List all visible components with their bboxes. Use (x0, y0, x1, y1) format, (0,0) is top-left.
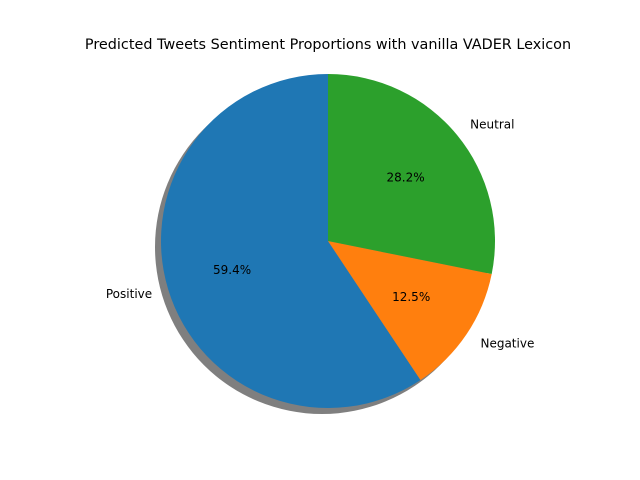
slice-label-negative: Negative (480, 336, 534, 350)
slice-label-neutral: Neutral (470, 118, 514, 132)
pie-slice-neutral (328, 74, 495, 275)
percent-label-positive: 59.4% (213, 263, 251, 277)
pie-slices (161, 74, 495, 408)
chart-title: Predicted Tweets Sentiment Proportions w… (85, 37, 571, 53)
percent-label-negative: 12.5% (392, 290, 430, 304)
slice-label-positive: Positive (106, 287, 152, 301)
pie-labels: Positive 59.4% Negative 12.5% Neutral 28.2% (106, 118, 534, 351)
pie-slice-positive (161, 74, 421, 408)
percent-label-neutral: 28.2% (386, 171, 424, 185)
pie-slice-negative (328, 241, 492, 381)
